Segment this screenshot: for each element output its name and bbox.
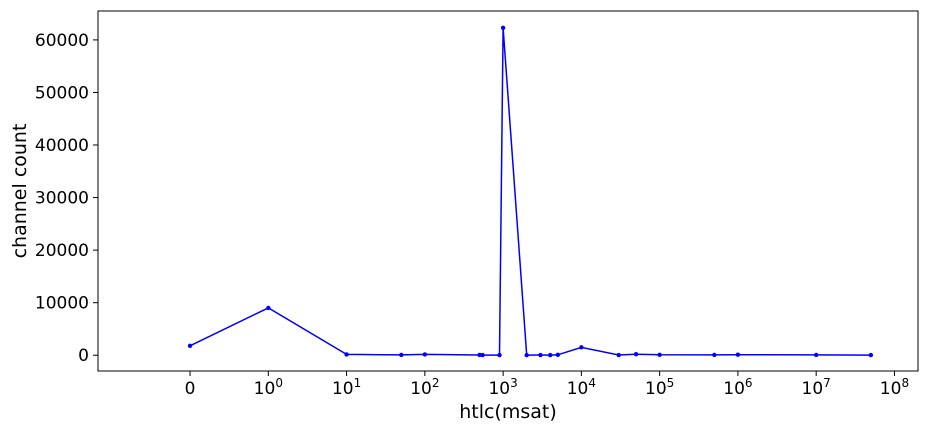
data-point — [500, 25, 506, 31]
x-tick-label: 106 — [723, 376, 752, 399]
x-tick-label: 103 — [488, 376, 517, 399]
data-points — [187, 25, 874, 358]
data-point — [399, 352, 404, 358]
data-point — [344, 352, 349, 357]
data-point — [616, 352, 621, 358]
x-tick-label: 107 — [802, 376, 831, 399]
data-point — [735, 352, 741, 357]
data-point — [548, 352, 553, 358]
y-tick-label: 50000 — [35, 83, 89, 103]
x-tick-label: 101 — [332, 376, 361, 399]
data-point — [480, 352, 485, 358]
data-point — [712, 352, 717, 358]
data-point — [633, 351, 639, 357]
y-tick-label: 0 — [78, 346, 89, 366]
data-point — [524, 352, 529, 358]
x-tick-label: 104 — [567, 376, 596, 399]
y-tick-label: 20000 — [35, 241, 89, 261]
data-point — [555, 352, 561, 358]
data-point — [868, 352, 874, 358]
plot-frame — [97, 10, 919, 372]
data-point — [497, 352, 502, 358]
data-point — [538, 352, 543, 358]
y-axis-label: channel count — [9, 124, 31, 259]
data-point — [657, 352, 662, 358]
data-point — [187, 343, 193, 348]
y-tick-label: 40000 — [35, 136, 89, 156]
y-tick-label: 30000 — [35, 189, 89, 209]
x-tick-label: 100 — [254, 376, 283, 399]
y-axis-ticks: 0 10000 20000 30000 40000 50000 60000 — [35, 31, 98, 366]
x-tick-label: 105 — [645, 376, 674, 399]
x-axis-label: htlc(msat) — [459, 401, 557, 423]
data-point — [422, 352, 428, 357]
data-point — [266, 305, 271, 311]
x-axis-ticks: 0 100 101 102 103 104 105 106 107 108 — [185, 371, 909, 399]
x-tick-label: 102 — [410, 376, 439, 399]
series-line — [189, 27, 871, 356]
x-tick-label: 0 — [185, 379, 196, 399]
y-tick-label: 10000 — [35, 294, 89, 314]
data-point — [813, 352, 819, 358]
data-point — [579, 345, 584, 350]
x-tick-label: 108 — [880, 376, 909, 399]
y-tick-label: 60000 — [35, 31, 89, 51]
